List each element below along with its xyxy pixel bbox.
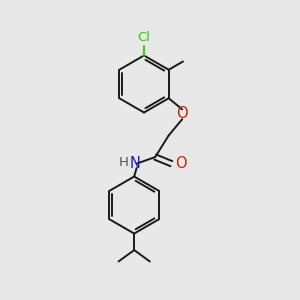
Text: Cl: Cl — [137, 31, 151, 44]
Text: H: H — [118, 156, 128, 169]
Text: N: N — [130, 156, 140, 171]
Text: O: O — [176, 106, 188, 121]
Text: O: O — [175, 156, 187, 171]
